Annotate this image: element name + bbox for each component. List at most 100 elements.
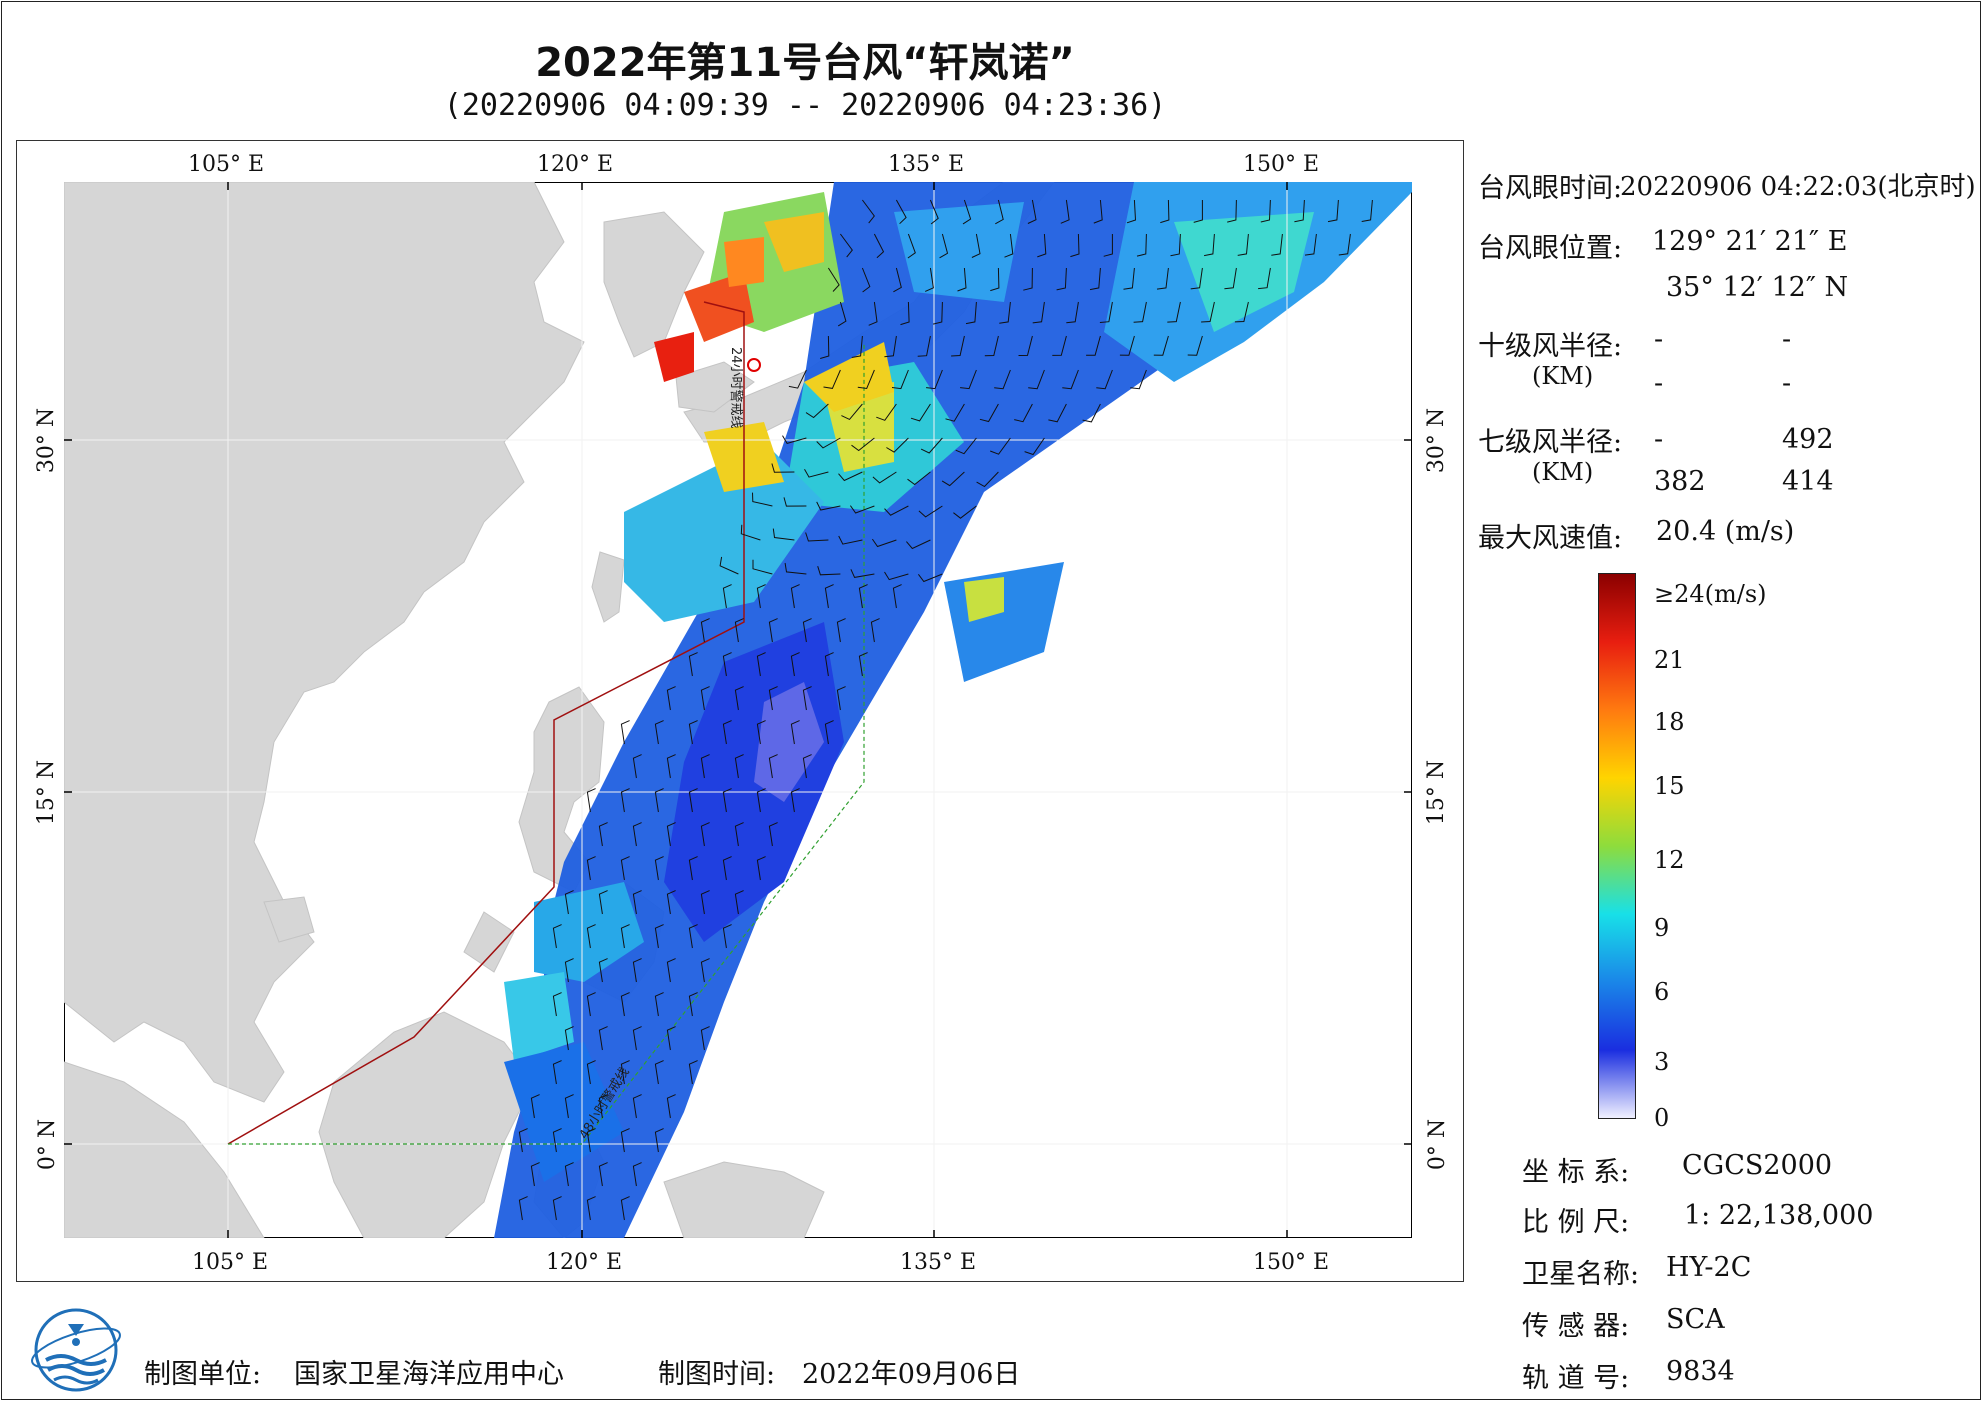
wind-barb bbox=[1014, 403, 1033, 423]
wind-barb bbox=[654, 856, 664, 881]
wind-barb bbox=[918, 505, 943, 518]
wind-barb bbox=[1096, 369, 1113, 390]
r7-value-ne: - bbox=[1654, 424, 1664, 455]
wind-barb bbox=[871, 538, 897, 548]
wind-barb bbox=[620, 924, 630, 949]
wind-barb bbox=[802, 754, 812, 779]
wind-barb bbox=[752, 559, 773, 575]
wind-barb bbox=[918, 573, 943, 583]
scale-value: 1: 22,138,000 bbox=[1684, 1200, 1874, 1231]
wind-barb bbox=[790, 788, 800, 813]
wind-barb bbox=[782, 435, 807, 444]
producer-value: 国家卫星海洋应用中心 bbox=[294, 1359, 564, 1390]
wind-barb bbox=[823, 369, 841, 389]
producer-label: 制图单位: bbox=[144, 1359, 262, 1390]
wind-barb bbox=[960, 369, 977, 390]
wind-barb bbox=[788, 369, 807, 389]
wind-barb bbox=[598, 1162, 608, 1187]
wind-barb bbox=[999, 301, 1011, 324]
wind-barb bbox=[1227, 199, 1237, 223]
wind-barb bbox=[722, 584, 732, 609]
wind-barb bbox=[586, 992, 596, 1017]
wind-barb bbox=[1338, 233, 1351, 256]
coord-system-label: 坐 标 系: bbox=[1522, 1157, 1630, 1188]
wind-barb bbox=[1260, 199, 1271, 223]
wind-barb bbox=[783, 497, 807, 507]
wind-barb bbox=[1167, 301, 1181, 323]
wind-barb bbox=[1237, 233, 1249, 256]
wind-barb bbox=[598, 1094, 608, 1119]
wind-barb bbox=[598, 1026, 608, 1051]
wind-barb bbox=[816, 501, 841, 511]
eye-longitude: 129° 21′ 21″ E bbox=[1652, 226, 1848, 257]
wind-barb bbox=[688, 992, 698, 1017]
wind-barb bbox=[920, 437, 943, 454]
wind-barb bbox=[756, 652, 766, 677]
wind-barb bbox=[586, 856, 596, 881]
wind-barb bbox=[598, 958, 608, 983]
wind-barb bbox=[1304, 233, 1317, 256]
wind-barb bbox=[910, 403, 931, 422]
wind-barb bbox=[632, 890, 642, 915]
production-date-value: 2022年09月06日 bbox=[802, 1359, 1021, 1390]
wind-barb bbox=[654, 788, 664, 813]
lon-tick-bottom-105: 105° E bbox=[192, 1250, 269, 1275]
wind-barb bbox=[1133, 301, 1147, 323]
wind-barb bbox=[734, 754, 744, 779]
wind-barb bbox=[1060, 199, 1070, 224]
wind-barb bbox=[932, 301, 943, 325]
wind-barb bbox=[838, 471, 863, 482]
wind-barb bbox=[858, 584, 868, 609]
wind-barb bbox=[784, 562, 807, 575]
wind-barb bbox=[688, 924, 698, 949]
wind-barb bbox=[820, 335, 830, 359]
wind-barb bbox=[756, 856, 766, 881]
wind-barb bbox=[552, 1128, 562, 1153]
r7-value-sw: 382 bbox=[1654, 466, 1706, 497]
wind-barb bbox=[530, 1162, 540, 1187]
wind-barb bbox=[953, 505, 977, 519]
r7-label: 七级风半径: bbox=[1478, 427, 1623, 458]
wind-barb bbox=[1056, 267, 1067, 291]
lon-tick-top-135: 135° E bbox=[888, 152, 965, 177]
wind-barb bbox=[895, 199, 907, 225]
max-wind-label: 最大风速值: bbox=[1478, 523, 1623, 554]
wind-barb bbox=[917, 335, 931, 357]
wind-barb bbox=[688, 720, 698, 745]
wind-barb bbox=[870, 618, 880, 643]
wind-barb bbox=[805, 532, 829, 542]
wind-barb bbox=[1027, 199, 1037, 224]
wind-barb bbox=[837, 301, 847, 327]
lat-tick-right-15: 15° N bbox=[1424, 759, 1450, 826]
r10-value-nw: - bbox=[1782, 368, 1792, 399]
wind-barb bbox=[1258, 267, 1271, 290]
wind-barb bbox=[1037, 233, 1047, 258]
wind-barb bbox=[1361, 199, 1373, 222]
wind-barb bbox=[700, 1026, 710, 1051]
lon-tick-bottom-135: 135° E bbox=[900, 1250, 977, 1275]
wind-barb bbox=[564, 1094, 574, 1119]
wind-barb bbox=[722, 720, 732, 745]
wind-barb bbox=[756, 788, 766, 813]
wind-barb bbox=[688, 788, 698, 813]
wind-barb bbox=[861, 199, 875, 224]
wind-barb bbox=[700, 958, 710, 983]
wind-barb bbox=[632, 754, 642, 779]
wind-barb bbox=[552, 1060, 562, 1085]
wind-barb bbox=[1327, 199, 1339, 223]
wind-barb bbox=[841, 403, 863, 421]
wind-barb bbox=[1089, 267, 1101, 291]
wind-barb bbox=[907, 233, 916, 259]
wind-barb bbox=[620, 1060, 630, 1085]
wind-barb bbox=[802, 618, 812, 643]
wind-barb bbox=[586, 1060, 596, 1085]
colorbar-label-6: 6 bbox=[1654, 978, 1670, 1006]
wind-barb bbox=[858, 652, 868, 677]
wind-barb bbox=[1062, 369, 1079, 390]
wind-barb bbox=[620, 1128, 630, 1153]
wind-barb bbox=[994, 369, 1011, 390]
wind-barb bbox=[734, 890, 744, 915]
colorbar-label-21: 21 bbox=[1654, 646, 1685, 674]
wind-barb bbox=[722, 924, 732, 949]
